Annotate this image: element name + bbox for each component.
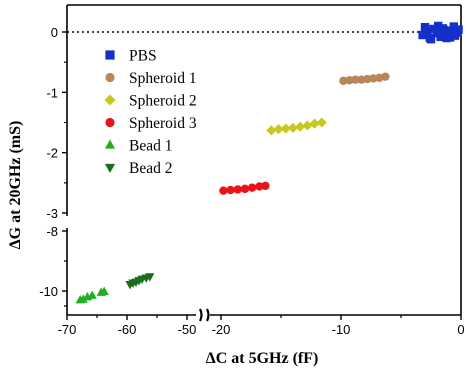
legend-marker [104, 163, 116, 174]
legend-marker [104, 94, 116, 106]
x-tick-label: -70 [58, 322, 77, 337]
data-point [295, 121, 306, 132]
tick-labels: -70 -60 -50 -20 -10 0 0 -1 -2 -3 -8 -10 [39, 25, 464, 337]
data-point [78, 294, 88, 303]
data-point [420, 22, 430, 32]
data-point [446, 33, 455, 42]
legend: PBS Spheroid 1 Spheroid 2 Spheroid 3 Bead 1 B… [104, 48, 197, 177]
y-tick-label: 0 [51, 25, 58, 40]
series-bead-1 [75, 286, 109, 304]
data-point [426, 35, 436, 44]
data-point [240, 184, 250, 194]
data-point [287, 122, 299, 133]
y-tick-label: -2 [46, 146, 58, 161]
data-point [449, 22, 458, 31]
series-pbs [418, 21, 463, 44]
data-point [447, 26, 456, 35]
y-tick-label: -10 [39, 284, 58, 299]
data-point [436, 32, 445, 42]
series-spheroid-2 [266, 117, 327, 136]
data-point [280, 123, 291, 134]
x-axis-break-mark [198, 308, 203, 322]
data-point [233, 185, 242, 194]
data-point [316, 117, 327, 128]
data-point [302, 120, 313, 131]
data-point [381, 72, 390, 81]
data-point [429, 24, 438, 34]
x-tick-label: -60 [118, 322, 137, 337]
x-tick-label: -20 [212, 322, 231, 337]
data-point [453, 28, 462, 37]
legend-label: Bead 2 [129, 160, 172, 177]
data-point [434, 21, 443, 31]
data-point [261, 181, 270, 191]
data-point [309, 118, 320, 129]
legend-label: Spheroid 1 [129, 70, 197, 87]
y-tick-label: -1 [46, 85, 58, 100]
data-point [99, 286, 109, 295]
data-point [438, 24, 448, 33]
data-point [266, 125, 277, 136]
x-tick-label: 0 [457, 322, 464, 337]
data-point [423, 29, 432, 38]
legend-label: PBS [129, 48, 157, 65]
x-tick-label: -10 [332, 322, 351, 337]
legend-marker [105, 117, 115, 128]
data-point [248, 183, 257, 192]
legend-label: Bead 1 [129, 138, 172, 155]
data-point [226, 185, 235, 195]
series-spheroid-1 [339, 72, 390, 86]
y-tick-label: -3 [46, 206, 58, 221]
legend-label: Spheroid 3 [129, 115, 197, 132]
x-axis-break-mark [205, 308, 210, 322]
axes [62, 4, 462, 322]
series-bead-2 [125, 273, 155, 290]
y-axis-label: ΔG at 20GHz (mS) [7, 121, 24, 250]
x-tick-label: -50 [178, 322, 197, 337]
legend-marker [105, 50, 115, 60]
data-point [219, 186, 228, 195]
data-point [145, 273, 155, 282]
data-marks [75, 21, 463, 304]
data-point [273, 124, 284, 135]
legend-marker [105, 72, 115, 83]
data-point [87, 290, 97, 299]
legend-marker [104, 139, 116, 149]
y-tick-label: -8 [46, 224, 58, 239]
data-point [351, 75, 360, 84]
x-axis-label: ΔC at 5GHz (fF) [206, 350, 319, 367]
series-spheroid-3 [219, 181, 270, 195]
legend-label: Spheroid 2 [129, 93, 197, 110]
